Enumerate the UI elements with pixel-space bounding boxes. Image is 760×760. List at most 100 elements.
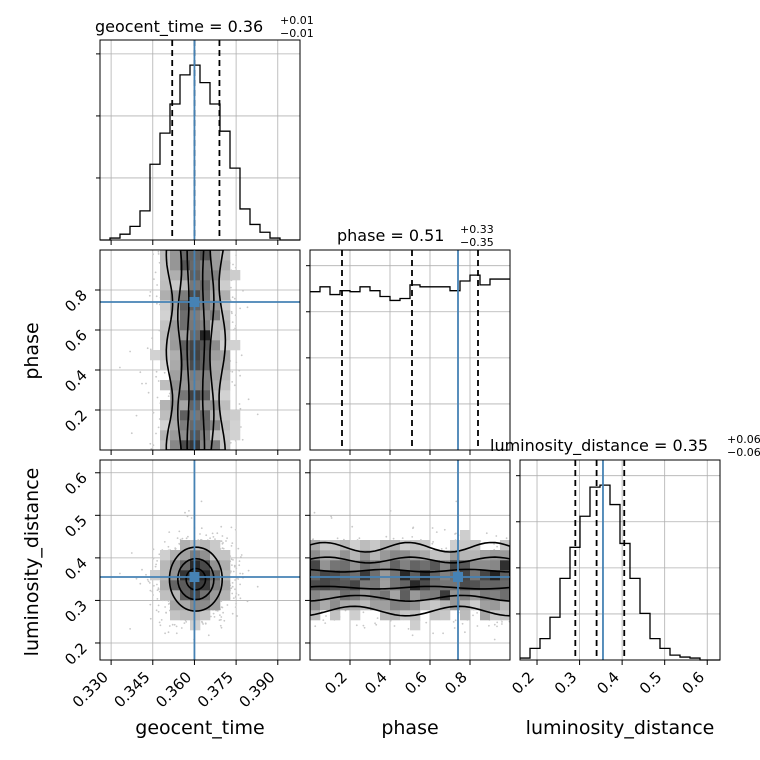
scatter-geocent_time-vs-phase-density-cell: [160, 350, 171, 361]
ylabel-luminosity_distance: luminosity_distance: [21, 468, 43, 657]
scatter-geocent_time-vs-phase-density-cell: [170, 300, 181, 311]
scatter-geocent_time-vs-phase-density-cell: [160, 410, 171, 421]
scatter-phase-vs-luminosity_distance-density-cell: [340, 600, 351, 611]
scatter-geocent_time-vs-luminosity_distance-xticklabel-1: 0.345: [111, 668, 154, 711]
scatter-geocent_time-vs-luminosity_distance-yticklabel-3: 0.5: [61, 511, 91, 541]
scatter-geocent_time-vs-luminosity_distance-point: [220, 525, 223, 528]
scatter-geocent_time-vs-phase-density-cell: [210, 260, 221, 271]
scatter-phase-vs-luminosity_distance-density-cell: [320, 580, 331, 591]
scatter-geocent_time-vs-phase-inner: [100, 250, 300, 450]
scatter-geocent_time-vs-luminosity_distance-point: [187, 535, 189, 538]
scatter-geocent_time-vs-phase-density-cell: [210, 300, 221, 311]
scatter-phase-vs-luminosity_distance-density-cell: [380, 560, 391, 571]
scatter-geocent_time-vs-luminosity_distance-point: [145, 573, 147, 576]
scatter-geocent_time-vs-phase-density-cell: [170, 370, 181, 381]
scatter-phase-vs-luminosity_distance-density-cell: [370, 540, 381, 551]
scatter-phase-vs-luminosity_distance-density-cell: [480, 550, 491, 561]
scatter-phase-vs-luminosity_distance-density-cell: [360, 560, 371, 571]
scatter-geocent_time-vs-luminosity_distance-point: [153, 584, 155, 587]
scatter-phase-vs-luminosity_distance-density: [310, 530, 510, 631]
scatter-geocent_time-vs-phase-density-cell: [230, 420, 241, 431]
scatter-geocent_time-vs-phase-density-cell: [210, 290, 221, 301]
scatter-geocent_time-vs-phase-point: [234, 327, 237, 330]
scatter-phase-vs-luminosity_distance-xticklabel-0: 0.2: [321, 668, 351, 698]
scatter-geocent_time-vs-phase-density-cell: [170, 330, 181, 341]
scatter-phase-vs-luminosity_distance-point: [411, 536, 414, 538]
scatter-geocent_time-vs-phase-density-cell: [170, 280, 181, 291]
scatter-geocent_time-vs-phase-density-cell: [230, 430, 241, 441]
scatter-geocent_time-vs-luminosity_distance-density-cell: [200, 610, 211, 621]
scatter-geocent_time-vs-phase-density-cell: [210, 340, 221, 351]
scatter-phase-vs-luminosity_distance-density-cell: [310, 550, 321, 561]
scatter-phase-vs-luminosity_distance-density-cell: [420, 590, 431, 601]
scatter-geocent_time-vs-phase-point: [239, 374, 242, 377]
scatter-phase-vs-luminosity_distance-density-cell: [480, 610, 491, 621]
title-phase: phase = 0.51: [337, 226, 444, 245]
scatter-geocent_time-vs-luminosity_distance-yticklabel-2: 0.4: [61, 554, 91, 584]
scatter-geocent_time-vs-phase-frame: [99, 249, 301, 451]
scatter-geocent_time-vs-phase-point: [152, 411, 155, 414]
scatter-geocent_time-vs-phase-density-cell: [200, 420, 211, 431]
scatter-phase-vs-luminosity_distance-density-cell: [460, 540, 471, 551]
scatter-phase-vs-luminosity_distance-density-cell: [410, 580, 421, 591]
scatter-geocent_time-vs-luminosity_distance-density-cell: [180, 580, 191, 591]
scatter-geocent_time-vs-phase-density-cell: [200, 430, 211, 441]
scatter-geocent_time-vs-luminosity_distance-point: [240, 554, 243, 556]
scatter-geocent_time-vs-luminosity_distance-density-cell: [150, 570, 161, 581]
scatter-geocent_time-vs-luminosity_distance-density-cell: [170, 580, 181, 591]
scatter-phase-vs-luminosity_distance-point: [443, 528, 446, 531]
scatter-geocent_time-vs-phase-point: [238, 369, 241, 372]
scatter-phase-vs-luminosity_distance-density-cell: [420, 550, 431, 561]
scatter-phase-vs-luminosity_distance-density-cell: [410, 540, 421, 551]
scatter-phase-vs-luminosity_distance-density-cell: [320, 550, 331, 561]
scatter-phase-vs-luminosity_distance-point: [313, 511, 316, 514]
scatter-geocent_time-vs-luminosity_distance-point: [221, 547, 224, 550]
scatter-geocent_time-vs-luminosity_distance-point: [230, 545, 233, 547]
scatter-geocent_time-vs-phase-density-cell: [220, 430, 231, 441]
scatter-geocent_time-vs-luminosity_distance-point: [214, 538, 216, 540]
scatter-phase-vs-luminosity_distance-density-cell: [440, 570, 451, 581]
scatter-geocent_time-vs-luminosity_distance-point: [232, 570, 235, 573]
scatter-phase-vs-luminosity_distance-point: [495, 535, 498, 537]
scatter-geocent_time-vs-phase-density-cell: [160, 330, 171, 341]
scatter-geocent_time-vs-phase-point: [149, 348, 152, 351]
scatter-geocent_time-vs-phase-density-cell: [180, 340, 191, 351]
scatter-geocent_time-vs-luminosity_distance-point: [152, 557, 155, 560]
scatter-phase-vs-luminosity_distance-density-cell: [400, 570, 411, 581]
scatter-phase-vs-luminosity_distance-density-cell: [340, 560, 351, 571]
scatter-geocent_time-vs-phase-density-cell: [180, 400, 191, 411]
scatter-geocent_time-vs-phase-density-cell: [180, 280, 191, 291]
scatter-geocent_time-vs-phase-density-cell: [160, 400, 171, 411]
title-phase-minus: −0.35: [460, 236, 494, 249]
scatter-geocent_time-vs-phase-point: [247, 398, 250, 401]
scatter-geocent_time-vs-phase-density-cell: [180, 300, 191, 311]
scatter-geocent_time-vs-phase-density-cell: [220, 310, 231, 321]
scatter-geocent_time-vs-luminosity_distance-density-cell: [200, 600, 211, 611]
scatter-geocent_time-vs-luminosity_distance-point: [212, 536, 215, 538]
scatter-phase-vs-luminosity_distance-density-cell: [390, 600, 401, 611]
scatter-geocent_time-vs-luminosity_distance-density-cell: [160, 580, 171, 591]
scatter-phase-vs-luminosity_distance-density-cell: [480, 570, 491, 581]
scatter-geocent_time-vs-luminosity_distance-point: [221, 606, 224, 609]
scatter-phase-vs-luminosity_distance-density-cell: [350, 580, 361, 591]
scatter-phase-vs-luminosity_distance-density-cell: [430, 580, 441, 591]
scatter-geocent_time-vs-luminosity_distance-point: [149, 603, 152, 606]
scatter-phase-vs-luminosity_distance-density-cell: [460, 550, 471, 561]
scatter-geocent_time-vs-phase-point: [234, 439, 237, 442]
scatter-geocent_time-vs-phase-density-cell: [170, 320, 181, 331]
scatter-geocent_time-vs-luminosity_distance-point: [188, 510, 190, 512]
scatter-phase-vs-luminosity_distance-density-cell: [370, 590, 381, 601]
scatter-phase-vs-luminosity_distance-density-cell: [480, 560, 491, 571]
panels-layer: 0.2 0.3 0.4 0.5 0.60.20.40.60.80.3300.3450.3…: [61, 39, 721, 711]
scatter-geocent_time-vs-phase-point: [150, 448, 153, 450]
scatter-geocent_time-vs-luminosity_distance-point: [163, 541, 166, 543]
scatter-geocent_time-vs-phase-density-cell: [160, 260, 171, 271]
scatter-geocent_time-vs-phase-density-cell: [180, 250, 191, 261]
scatter-phase-vs-luminosity_distance-density-cell: [330, 560, 341, 571]
scatter-phase-vs-luminosity_distance-density-cell: [330, 540, 341, 551]
scatter-phase-vs-luminosity_distance-density-cell: [310, 590, 321, 601]
scatter-phase-vs-luminosity_distance-density-cell: [370, 550, 381, 561]
scatter-geocent_time-vs-luminosity_distance-point: [246, 600, 249, 603]
scatter-geocent_time-vs-phase-point: [154, 271, 157, 274]
scatter-geocent_time-vs-luminosity_distance-point: [230, 526, 233, 529]
